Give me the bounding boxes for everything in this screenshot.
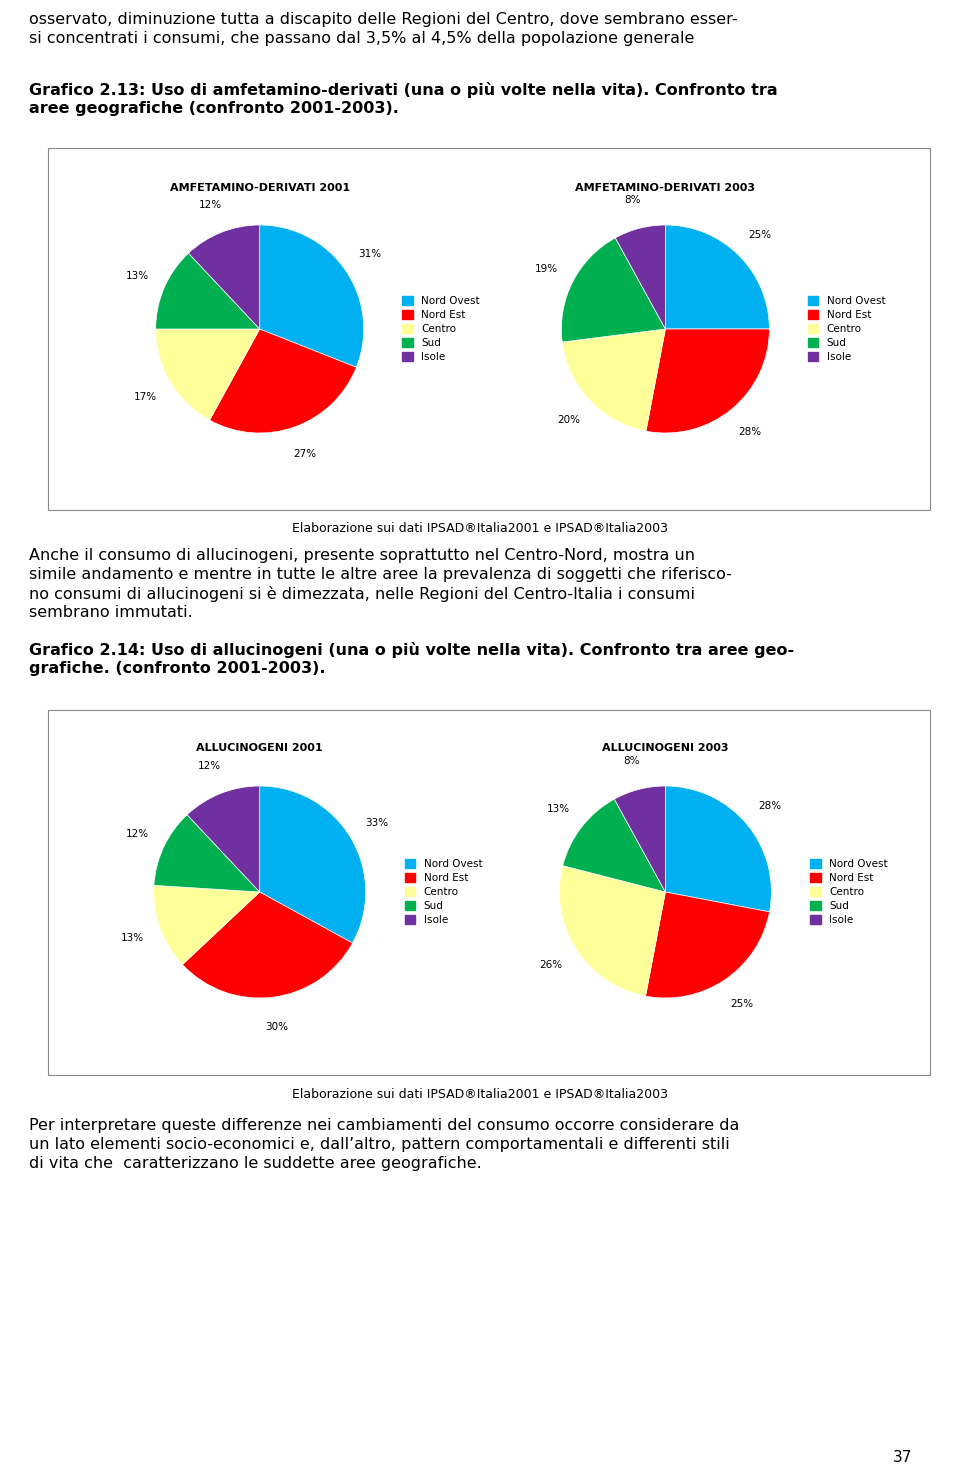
Wedge shape xyxy=(614,786,665,892)
Text: 25%: 25% xyxy=(748,230,771,240)
Wedge shape xyxy=(665,786,772,912)
Wedge shape xyxy=(182,892,352,998)
Legend: Nord Ovest, Nord Est, Centro, Sud, Isole: Nord Ovest, Nord Est, Centro, Sud, Isole xyxy=(400,293,482,364)
Text: 8%: 8% xyxy=(624,195,640,205)
Text: Elaborazione sui dati IPSAD®Italia2001 e IPSAD®Italia2003: Elaborazione sui dati IPSAD®Italia2001 e… xyxy=(292,522,668,535)
Wedge shape xyxy=(259,226,364,367)
Text: sembrano immutati.: sembrano immutati. xyxy=(29,604,193,621)
Wedge shape xyxy=(209,329,356,433)
Text: 20%: 20% xyxy=(557,416,580,425)
Text: simile andamento e mentre in tutte le altre aree la prevalenza di soggetti che r: simile andamento e mentre in tutte le al… xyxy=(29,567,732,582)
Wedge shape xyxy=(156,329,259,420)
Wedge shape xyxy=(615,226,665,329)
Text: si concentrati i consumi, che passano dal 3,5% al 4,5% della popolazione general: si concentrati i consumi, che passano da… xyxy=(29,31,694,46)
Title: AMFETAMINO-DERIVATI 2003: AMFETAMINO-DERIVATI 2003 xyxy=(575,183,756,193)
Text: no consumi di allucinogeni si è dimezzata, nelle Regioni del Centro-Italia i con: no consumi di allucinogeni si è dimezzat… xyxy=(29,587,695,601)
Title: AMFETAMINO-DERIVATI 2001: AMFETAMINO-DERIVATI 2001 xyxy=(170,183,349,193)
Text: 37: 37 xyxy=(893,1450,912,1465)
Text: 33%: 33% xyxy=(365,818,388,828)
Text: Per interpretare queste differenze nei cambiamenti del consumo occorre considera: Per interpretare queste differenze nei c… xyxy=(29,1117,739,1134)
Text: 12%: 12% xyxy=(198,761,222,771)
Text: 12%: 12% xyxy=(199,200,222,211)
Text: 19%: 19% xyxy=(536,264,559,274)
Wedge shape xyxy=(154,886,259,964)
Text: un lato elementi socio-economici e, dall’altro, pattern comportamentali e differ: un lato elementi socio-economici e, dall… xyxy=(29,1136,730,1153)
Text: osservato, diminuzione tutta a discapito delle Regioni del Centro, dove sembrano: osservato, diminuzione tutta a discapito… xyxy=(29,12,737,27)
Text: 12%: 12% xyxy=(126,830,149,839)
Text: aree geografiche (confronto 2001-2003).: aree geografiche (confronto 2001-2003). xyxy=(29,102,398,116)
Text: 17%: 17% xyxy=(133,392,156,402)
Text: 27%: 27% xyxy=(293,450,317,460)
Title: ALLUCINOGENI 2003: ALLUCINOGENI 2003 xyxy=(602,743,729,753)
Text: 13%: 13% xyxy=(126,271,149,282)
Wedge shape xyxy=(259,786,366,943)
Wedge shape xyxy=(562,237,665,342)
Text: Elaborazione sui dati IPSAD®Italia2001 e IPSAD®Italia2003: Elaborazione sui dati IPSAD®Italia2001 e… xyxy=(292,1088,668,1101)
Text: Grafico 2.14: Uso di allucinogeni (una o più volte nella vita). Confronto tra ar: Grafico 2.14: Uso di allucinogeni (una o… xyxy=(29,643,794,657)
Text: 30%: 30% xyxy=(265,1021,288,1032)
Wedge shape xyxy=(560,865,665,996)
Text: 28%: 28% xyxy=(758,800,781,811)
Text: 26%: 26% xyxy=(540,960,563,970)
Text: di vita che  caratterizzano le suddette aree geografiche.: di vita che caratterizzano le suddette a… xyxy=(29,1156,482,1170)
Title: ALLUCINOGENI 2001: ALLUCINOGENI 2001 xyxy=(197,743,323,753)
Text: 13%: 13% xyxy=(120,933,144,943)
Wedge shape xyxy=(645,892,770,998)
Wedge shape xyxy=(154,815,259,892)
Text: Anche il consumo di allucinogeni, presente soprattutto nel Centro-Nord, mostra u: Anche il consumo di allucinogeni, presen… xyxy=(29,548,695,563)
Wedge shape xyxy=(563,799,665,892)
Wedge shape xyxy=(156,254,259,329)
Wedge shape xyxy=(646,329,769,433)
Legend: Nord Ovest, Nord Est, Centro, Sud, Isole: Nord Ovest, Nord Est, Centro, Sud, Isole xyxy=(402,856,484,927)
Text: 13%: 13% xyxy=(546,803,569,814)
Wedge shape xyxy=(187,786,260,892)
Wedge shape xyxy=(563,329,665,432)
Text: 28%: 28% xyxy=(738,426,762,436)
Legend: Nord Ovest, Nord Est, Centro, Sud, Isole: Nord Ovest, Nord Est, Centro, Sud, Isole xyxy=(808,856,890,927)
Text: grafiche. (confronto 2001-2003).: grafiche. (confronto 2001-2003). xyxy=(29,660,325,677)
Text: 8%: 8% xyxy=(623,756,640,765)
Text: 25%: 25% xyxy=(731,999,754,1010)
Wedge shape xyxy=(665,226,769,329)
Legend: Nord Ovest, Nord Est, Centro, Sud, Isole: Nord Ovest, Nord Est, Centro, Sud, Isole xyxy=(805,293,887,364)
Text: 31%: 31% xyxy=(358,249,381,259)
Wedge shape xyxy=(188,226,260,329)
Text: Grafico 2.13: Uso di amfetamino-derivati (una o più volte nella vita). Confronto: Grafico 2.13: Uso di amfetamino-derivati… xyxy=(29,83,778,97)
